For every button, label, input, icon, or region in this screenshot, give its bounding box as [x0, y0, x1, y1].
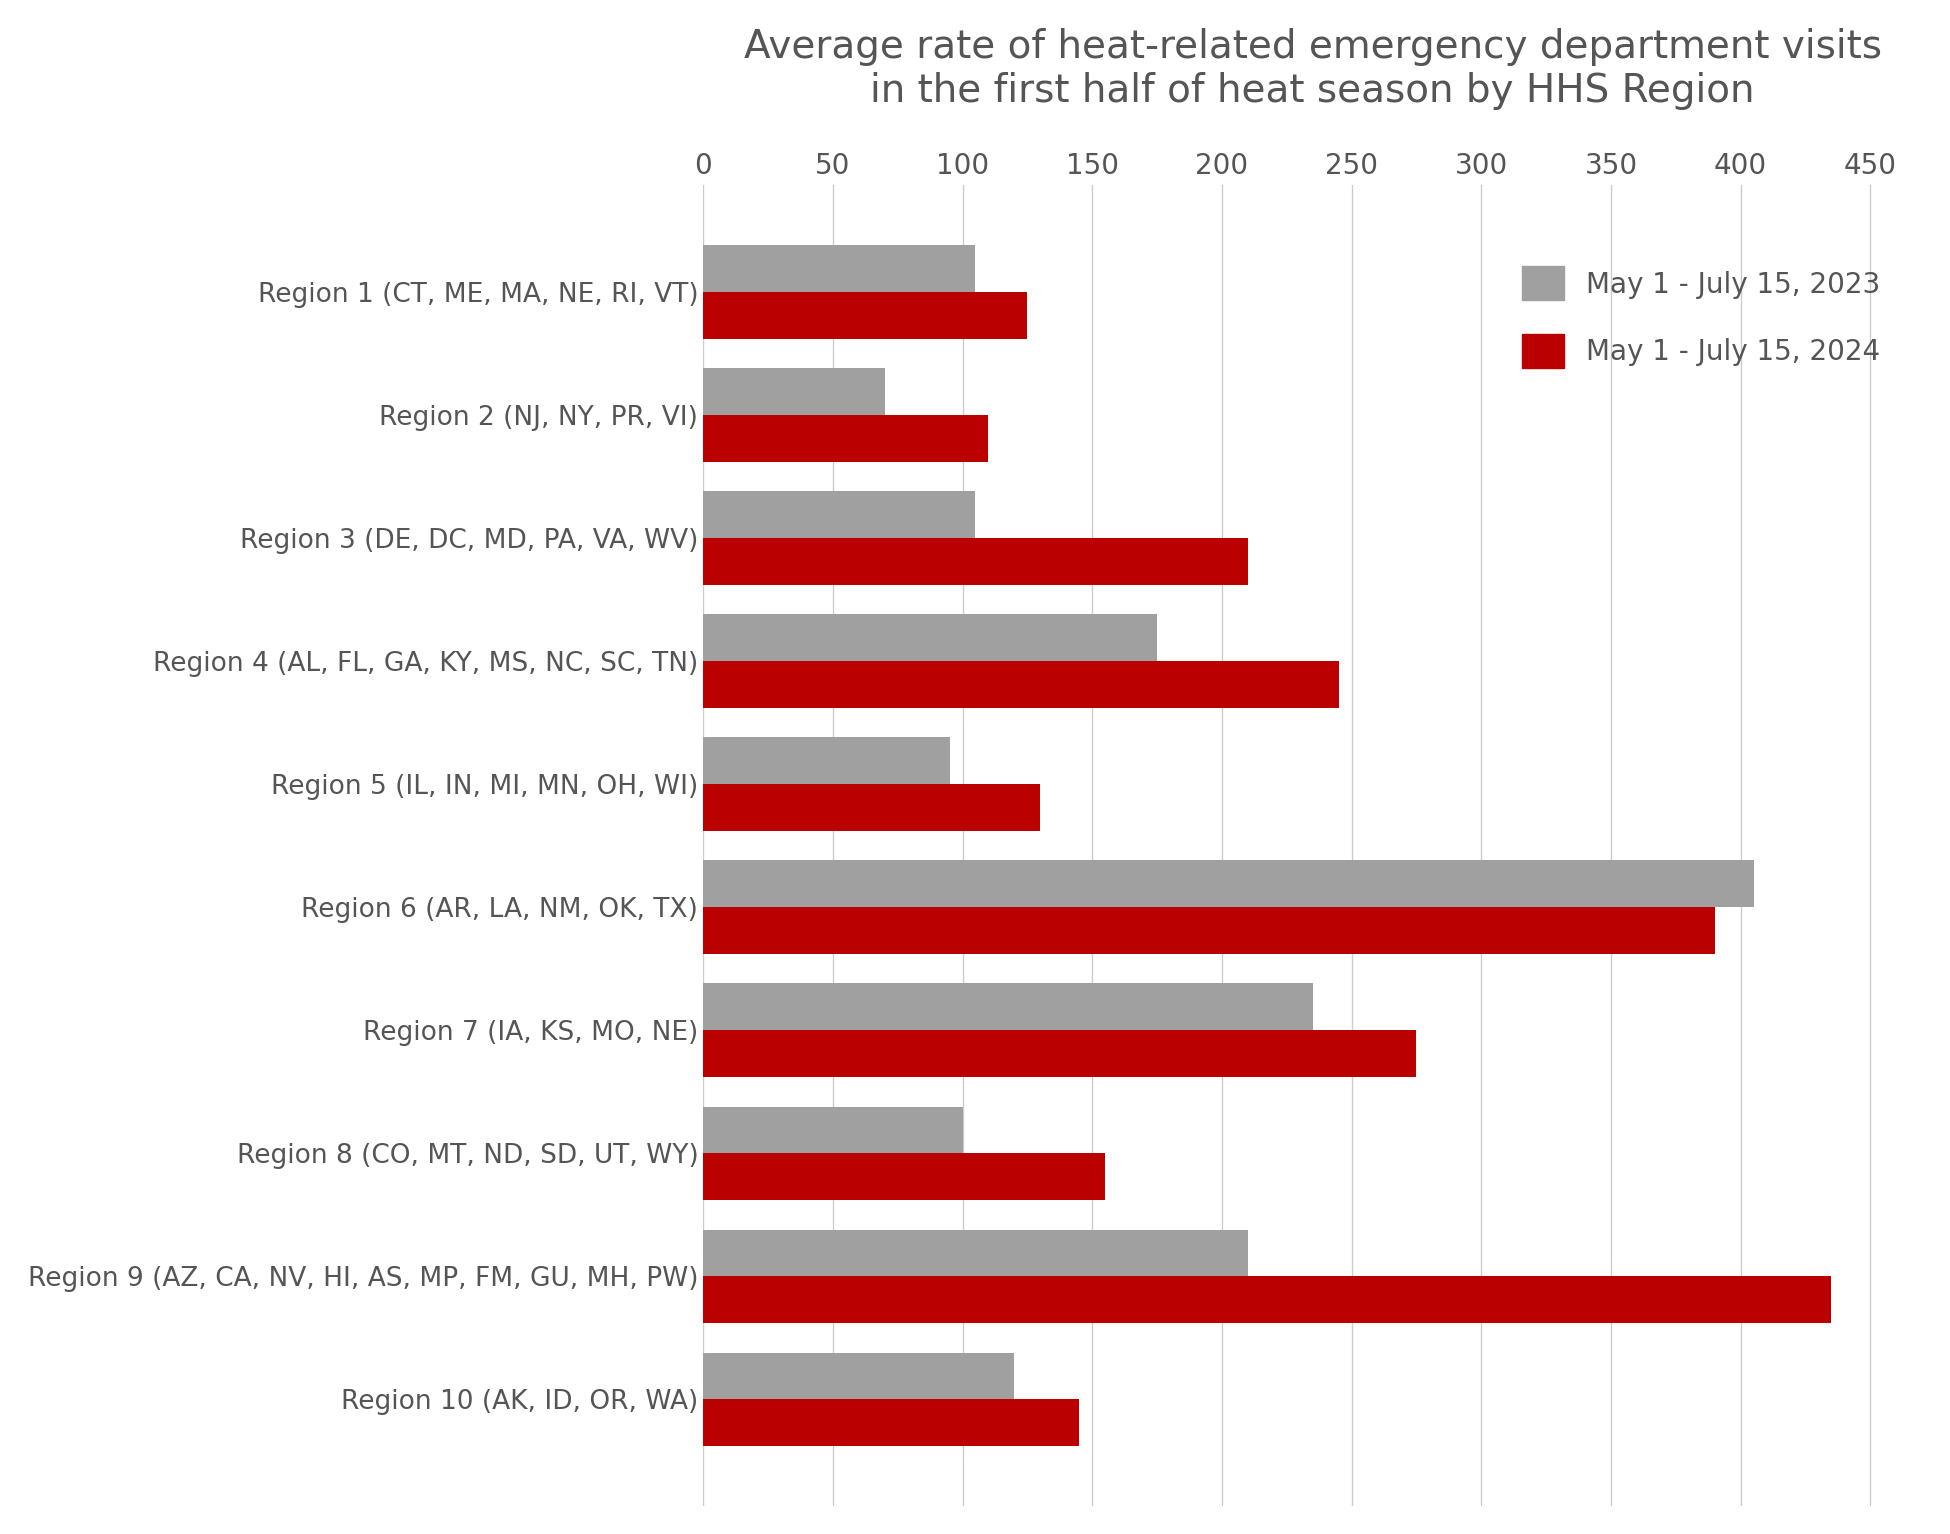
Bar: [704, 661, 1338, 707]
Bar: [704, 1353, 1014, 1399]
Bar: [704, 368, 885, 416]
Bar: [704, 291, 1028, 339]
Bar: [704, 1399, 1078, 1447]
Legend: May 1 - July 15, 2023, May 1 - July 15, 2024: May 1 - July 15, 2023, May 1 - July 15, …: [1494, 239, 1909, 396]
Bar: [704, 983, 1312, 1031]
Bar: [704, 738, 950, 784]
Bar: [704, 245, 975, 291]
Bar: [704, 416, 989, 462]
Bar: [704, 1106, 963, 1154]
Bar: [704, 1154, 1106, 1200]
Bar: [704, 538, 1248, 584]
Bar: [704, 907, 1714, 954]
Bar: [704, 1276, 1831, 1324]
Bar: [704, 614, 1156, 661]
Bar: [704, 784, 1041, 831]
Title: Average rate of heat-related emergency department visits
in the first half of he: Average rate of heat-related emergency d…: [743, 28, 1882, 110]
Bar: [704, 861, 1753, 907]
Bar: [704, 491, 975, 538]
Bar: [704, 1031, 1416, 1077]
Bar: [704, 1230, 1248, 1276]
